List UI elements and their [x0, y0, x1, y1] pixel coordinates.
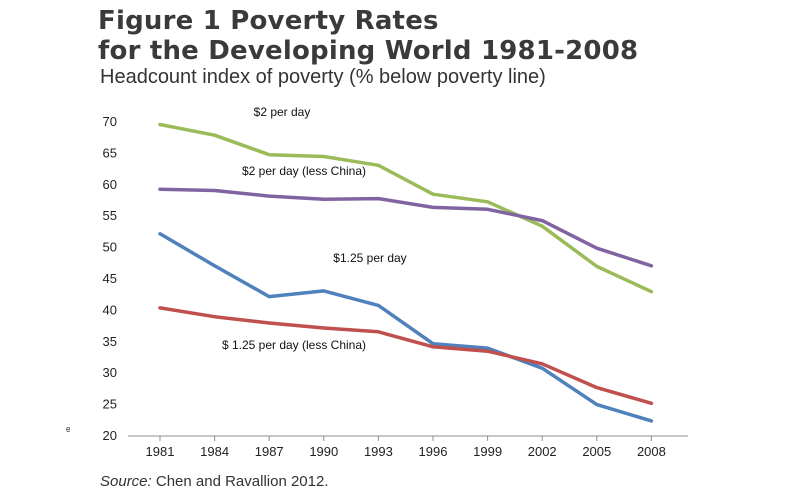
y-tick-label: 70 — [103, 114, 117, 129]
series-line — [158, 187, 654, 268]
series-line — [158, 232, 654, 423]
y-tick-label: 50 — [103, 240, 117, 255]
series-label: $2 per day — [254, 105, 311, 119]
x-tick-label: 1996 — [419, 444, 448, 459]
y-tick-label: 40 — [103, 302, 117, 317]
y-tick-label: 60 — [103, 177, 117, 192]
x-tick-label: 2008 — [637, 444, 666, 459]
chart-title-line-1: Figure 1 Poverty Rates — [98, 6, 439, 36]
x-tick-label: 1987 — [255, 444, 284, 459]
series-line — [158, 306, 654, 406]
x-tick-label: 1984 — [200, 444, 229, 459]
series-line — [158, 122, 654, 294]
x-tick-label: 1999 — [473, 444, 502, 459]
source-text: Chen and Ravallion 2012. — [151, 473, 329, 490]
x-tick-label: 1990 — [309, 444, 338, 459]
series-label: $2 per day (less China) — [242, 164, 366, 178]
chart-title-line-2: for the Developing World 1981-2008 — [98, 36, 639, 66]
line-chart: 20 25 30 35 40 45 50 55 60 65 70 1981 1984 1987 1990 19… — [103, 105, 688, 459]
x-tick-label: 2002 — [528, 444, 557, 459]
x-tick-label: 1981 — [146, 444, 175, 459]
source-label: Source: — [100, 473, 152, 490]
x-tick-label: 2005 — [582, 444, 611, 459]
series-label: $ 1.25 per day (less China) — [222, 338, 366, 352]
series-label: $1.25 per day — [333, 251, 406, 265]
y-tick-label: 55 — [103, 208, 117, 223]
y-tick-label: 25 — [103, 397, 117, 412]
x-tick-label: 1993 — [364, 444, 393, 459]
y-tick-label: 65 — [103, 145, 117, 160]
y-tick-label: 20 — [103, 428, 117, 443]
y-tick-label: 30 — [103, 365, 117, 380]
source-note: Source: Chen and Ravallion 2012. — [100, 473, 329, 490]
chart-subtitle: Headcount index of poverty (% below pove… — [100, 66, 546, 88]
y-tick-label: 35 — [103, 334, 117, 349]
y-tick-label: 45 — [103, 271, 117, 286]
stray-mark: ₑ — [66, 420, 71, 434]
